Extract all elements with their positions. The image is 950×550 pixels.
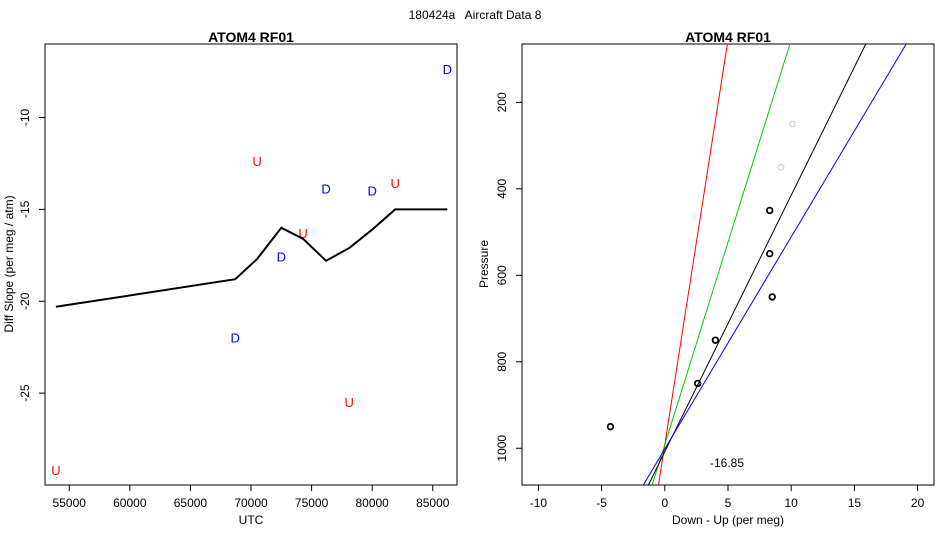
points-point: [693, 379, 702, 388]
fit-black-line: [647, 43, 867, 486]
fit-green-line: [651, 43, 791, 486]
right-x-tick-label: 15: [848, 496, 862, 510]
smoothed-line: [55, 208, 448, 308]
point-label-D: D: [367, 184, 376, 199]
point-label-D: D: [443, 62, 452, 77]
fit-slope-annotation: -16.85: [710, 456, 744, 470]
left-panel: ATOM4 RF01 UTC Diff Slope (per meg / atm…: [2, 29, 458, 527]
point-label-D: D: [321, 182, 330, 197]
left-x-tick-label: 55000: [53, 496, 87, 510]
left-x-tick-label: 60000: [113, 496, 147, 510]
right-y-tick-label: 600: [495, 265, 509, 285]
fit-blue-line: [642, 43, 907, 486]
left-y-axis-label: Diff Slope (per meg / atm): [2, 195, 16, 332]
right-x-tick-label: 5: [725, 496, 732, 510]
left-x-axis-label: UTC: [239, 513, 264, 527]
right-x-tick-label: -5: [596, 496, 607, 510]
left-x-tick-label: 85000: [416, 496, 450, 510]
right-plot-frame: [521, 43, 935, 486]
figure-title: 180424a Aircraft Data 8: [409, 8, 542, 22]
left-plot-title: ATOM4 RF01: [208, 29, 294, 45]
left-x-tick-label: 75000: [295, 496, 329, 510]
point-label-U: U: [298, 226, 307, 241]
right-panel: ATOM4 RF01 Down - Up (per meg) Pressure …: [477, 29, 935, 527]
excluded-point: [777, 163, 785, 171]
right-plot-title: ATOM4 RF01: [685, 29, 771, 45]
points-point: [711, 336, 720, 344]
left-ticks: 55000 60000 65000 70000 75000 80000 85000 -10 -1…: [18, 109, 450, 510]
right-ticks: -10 -5 0 5 10 15 20 200 400 600 800 1000: [495, 92, 925, 510]
left-y-tick-label: -10: [18, 109, 32, 127]
point-label-U: U: [252, 154, 261, 169]
left-y-tick-label: -25: [18, 384, 32, 402]
point-label-U: U: [344, 395, 353, 410]
points-point: [766, 249, 774, 258]
excluded-point: [789, 120, 796, 128]
point-label-U: U: [51, 463, 60, 478]
right-y-tick-label: 800: [495, 351, 509, 371]
right-x-tick-label: 10: [785, 496, 799, 510]
points-point: [766, 206, 774, 215]
right-x-axis-label: Down - Up (per meg): [672, 513, 784, 527]
right-y-axis-label: Pressure: [477, 240, 491, 288]
left-x-tick-label: 80000: [355, 496, 389, 510]
right-y-tick-label: 200: [495, 92, 509, 112]
fit-red-line: [657, 43, 728, 486]
right-y-tick-label: 400: [495, 179, 509, 199]
point-label-D: D: [231, 331, 240, 346]
right-x-tick-label: 20: [911, 496, 925, 510]
left-y-tick-label: -20: [18, 292, 32, 310]
points-point: [768, 293, 776, 301]
point-label-U: U: [391, 176, 400, 191]
left-x-tick-label: 70000: [234, 496, 268, 510]
point-label-D: D: [277, 250, 286, 265]
right-y-tick-label: 1000: [495, 435, 509, 462]
right-x-tick-label: 0: [661, 496, 668, 510]
points-point: [606, 422, 615, 431]
left-y-tick-label: -15: [18, 200, 32, 218]
right-x-tick-label: -10: [530, 496, 548, 510]
right-marks: [606, 43, 907, 486]
left-x-tick-label: 65000: [174, 496, 208, 510]
